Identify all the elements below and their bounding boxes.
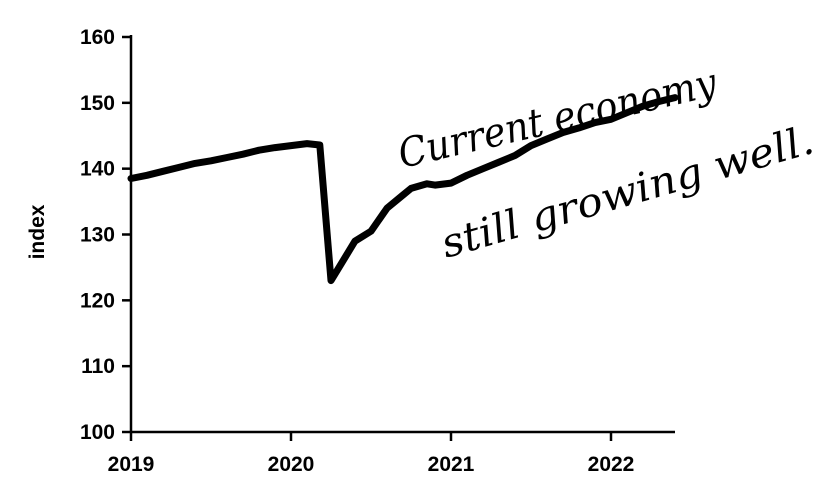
x-tick-label: 2020 — [268, 453, 315, 476]
series — [127, 94, 679, 285]
series-line — [127, 94, 679, 285]
y-tick-label: 140 — [80, 158, 115, 181]
x-tick-label: 2021 — [428, 453, 475, 476]
x-tick-label: 2019 — [108, 453, 155, 476]
ticks: 100 110 120 130 140 150 160 2019 2020 2021 2022 — [80, 26, 634, 476]
y-tick-label: 160 — [80, 26, 115, 49]
x-tick-label: 2022 — [588, 453, 635, 476]
y-tick-label: 150 — [80, 92, 115, 115]
y-tick-label: 100 — [80, 421, 115, 444]
y-axis-title: index — [26, 204, 49, 259]
y-tick-label: 130 — [80, 224, 115, 247]
y-tick-label: 120 — [80, 289, 115, 312]
y-tick-label: 110 — [81, 355, 115, 378]
